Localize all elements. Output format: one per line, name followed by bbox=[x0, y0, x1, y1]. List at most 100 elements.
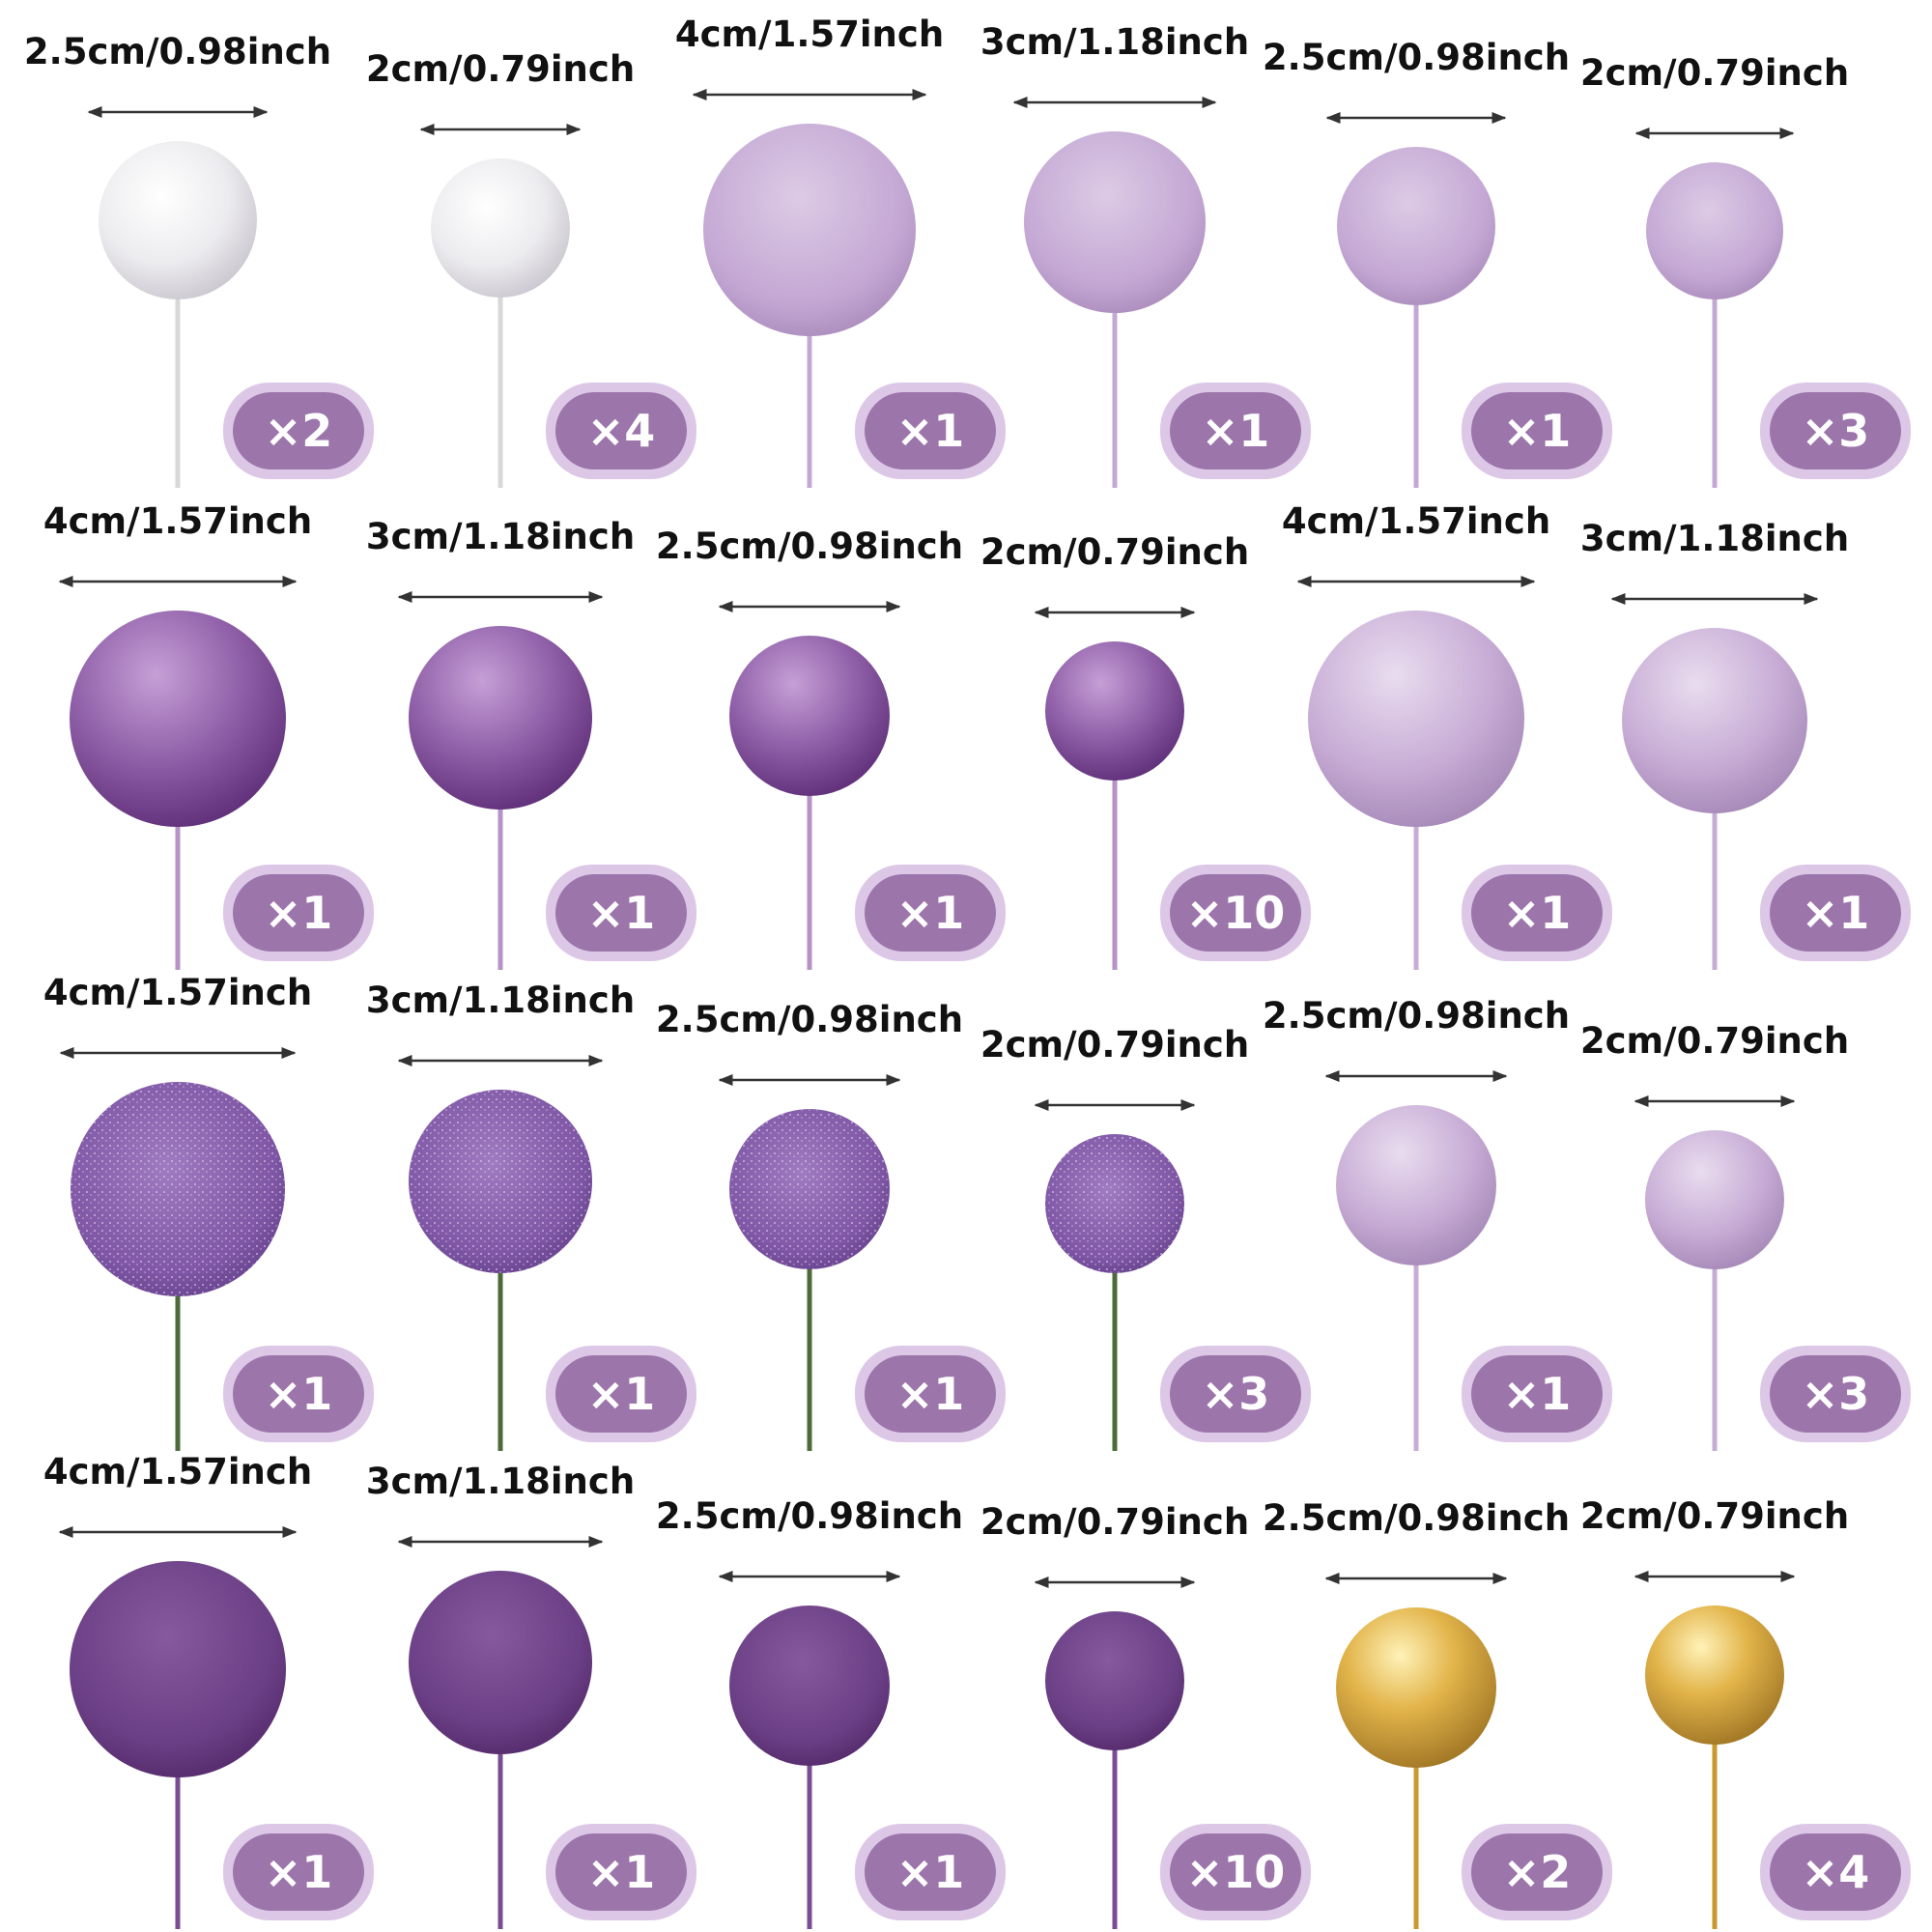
ball-sparkle bbox=[409, 1090, 592, 1273]
ball bbox=[431, 158, 570, 298]
count-label: ×1 bbox=[587, 1846, 656, 1898]
count-badge bbox=[555, 874, 687, 952]
size-label: 2.5cm/0.98inch bbox=[1263, 37, 1570, 78]
product-item: 2cm/0.79inch ×3 bbox=[980, 1024, 1311, 1451]
count-badge bbox=[1770, 874, 1901, 952]
size-label: 2.5cm/0.98inch bbox=[656, 1495, 963, 1537]
product-item: 4cm/1.57inch ×1 bbox=[1282, 500, 1612, 970]
size-label: 2cm/0.79inch bbox=[1580, 52, 1849, 94]
count-label: ×4 bbox=[1802, 1846, 1870, 1898]
count-label: ×1 bbox=[896, 405, 965, 457]
count-label: ×1 bbox=[896, 1846, 965, 1898]
size-label: 2.5cm/0.98inch bbox=[24, 31, 331, 72]
count-badge bbox=[1770, 1355, 1901, 1433]
count-badge bbox=[555, 1355, 687, 1433]
ball bbox=[1646, 162, 1783, 299]
ball-sparkle bbox=[71, 1082, 285, 1296]
count-badge bbox=[865, 1355, 996, 1433]
count-badge bbox=[1170, 1833, 1301, 1911]
size-label: 4cm/1.57inch bbox=[43, 972, 312, 1013]
ball bbox=[1024, 131, 1206, 313]
count-label: ×1 bbox=[1503, 405, 1572, 457]
size-label: 3cm/1.18inch bbox=[980, 21, 1249, 63]
count-badge bbox=[1170, 874, 1301, 952]
count-label: ×1 bbox=[265, 1846, 333, 1898]
size-label: 3cm/1.18inch bbox=[366, 516, 635, 557]
size-label: 4cm/1.57inch bbox=[43, 1451, 312, 1492]
count-badge bbox=[1471, 1833, 1603, 1911]
count-label: ×1 bbox=[265, 1368, 333, 1420]
size-label: 3cm/1.18inch bbox=[366, 1461, 635, 1502]
product-item: 2.5cm/0.98inch ×2 bbox=[1263, 1497, 1612, 1929]
ball bbox=[409, 1571, 592, 1754]
count-label: ×3 bbox=[1202, 1368, 1270, 1420]
ball bbox=[729, 1605, 890, 1766]
size-label: 2cm/0.79inch bbox=[980, 1024, 1249, 1065]
ball bbox=[1336, 1607, 1496, 1768]
size-label: 2.5cm/0.98inch bbox=[656, 526, 963, 567]
count-badge bbox=[1471, 392, 1603, 469]
size-label: 2cm/0.79inch bbox=[1580, 1495, 1849, 1537]
product-item: 2cm/0.79inch ×3 bbox=[1580, 52, 1911, 488]
count-badge bbox=[555, 392, 687, 469]
product-item: 2cm/0.79inch ×10 bbox=[980, 1501, 1311, 1929]
size-label: 2.5cm/0.98inch bbox=[1263, 995, 1570, 1037]
count-badge bbox=[233, 1833, 364, 1911]
count-badge bbox=[555, 1833, 687, 1911]
product-item: 2.5cm/0.98inch ×1 bbox=[1263, 995, 1612, 1451]
count-label: ×10 bbox=[1186, 1846, 1286, 1898]
size-label: 2cm/0.79inch bbox=[1580, 1020, 1849, 1062]
ball bbox=[70, 611, 286, 827]
ball bbox=[1337, 147, 1495, 305]
count-badge bbox=[1770, 1833, 1901, 1911]
size-label: 4cm/1.57inch bbox=[43, 500, 312, 542]
count-badge bbox=[1170, 1355, 1301, 1433]
product-item: 3cm/1.18inch ×1 bbox=[1580, 518, 1911, 970]
ball-sparkle bbox=[729, 1109, 890, 1269]
product-item: 3cm/1.18inch ×1 bbox=[980, 21, 1311, 488]
count-label: ×1 bbox=[896, 887, 965, 939]
count-badge bbox=[233, 874, 364, 952]
product-item: 2cm/0.79inch ×4 bbox=[366, 48, 696, 488]
size-label: 2cm/0.79inch bbox=[980, 1501, 1249, 1543]
product-item: 4cm/1.57inch ×1 bbox=[675, 14, 1006, 488]
ball-sparkle bbox=[1045, 1134, 1184, 1273]
count-label: ×1 bbox=[587, 887, 656, 939]
product-item: 2.5cm/0.98inch ×1 bbox=[656, 526, 1006, 970]
ball bbox=[1645, 1130, 1784, 1269]
ball bbox=[1336, 1105, 1496, 1265]
count-badge bbox=[233, 1355, 364, 1433]
size-label: 3cm/1.18inch bbox=[1580, 518, 1849, 559]
ball bbox=[1645, 1605, 1784, 1745]
count-badge bbox=[865, 1833, 996, 1911]
count-label: ×10 bbox=[1186, 887, 1286, 939]
ball bbox=[1622, 628, 1807, 813]
ball bbox=[1045, 641, 1184, 781]
size-label: 3cm/1.18inch bbox=[366, 980, 635, 1021]
count-label: ×4 bbox=[587, 405, 656, 457]
product-item: 4cm/1.57inch ×1 bbox=[43, 1451, 374, 1929]
product-item: 3cm/1.18inch ×1 bbox=[366, 516, 696, 970]
count-badge bbox=[233, 392, 364, 469]
ball bbox=[1308, 611, 1524, 827]
product-item: 2.5cm/0.98inch ×1 bbox=[656, 1495, 1006, 1929]
count-label: ×1 bbox=[1202, 405, 1270, 457]
count-badge bbox=[1770, 392, 1901, 469]
count-label: ×2 bbox=[1503, 1846, 1572, 1898]
count-label: ×3 bbox=[1802, 1368, 1870, 1420]
count-label: ×1 bbox=[1503, 1368, 1572, 1420]
count-badge bbox=[865, 874, 996, 952]
ball bbox=[70, 1561, 286, 1777]
count-label: ×1 bbox=[1802, 887, 1870, 939]
count-badge bbox=[1471, 874, 1603, 952]
count-label: ×2 bbox=[265, 405, 333, 457]
size-label: 2cm/0.79inch bbox=[366, 48, 635, 90]
product-item: 2cm/0.79inch ×4 bbox=[1580, 1495, 1911, 1929]
count-badge bbox=[1170, 392, 1301, 469]
ball bbox=[703, 124, 916, 336]
product-item: 2cm/0.79inch ×3 bbox=[1580, 1020, 1911, 1451]
product-item: 2cm/0.79inch ×10 bbox=[980, 531, 1311, 970]
product-item: 2.5cm/0.98inch ×2 bbox=[24, 31, 374, 488]
size-label: 2.5cm/0.98inch bbox=[656, 999, 963, 1040]
